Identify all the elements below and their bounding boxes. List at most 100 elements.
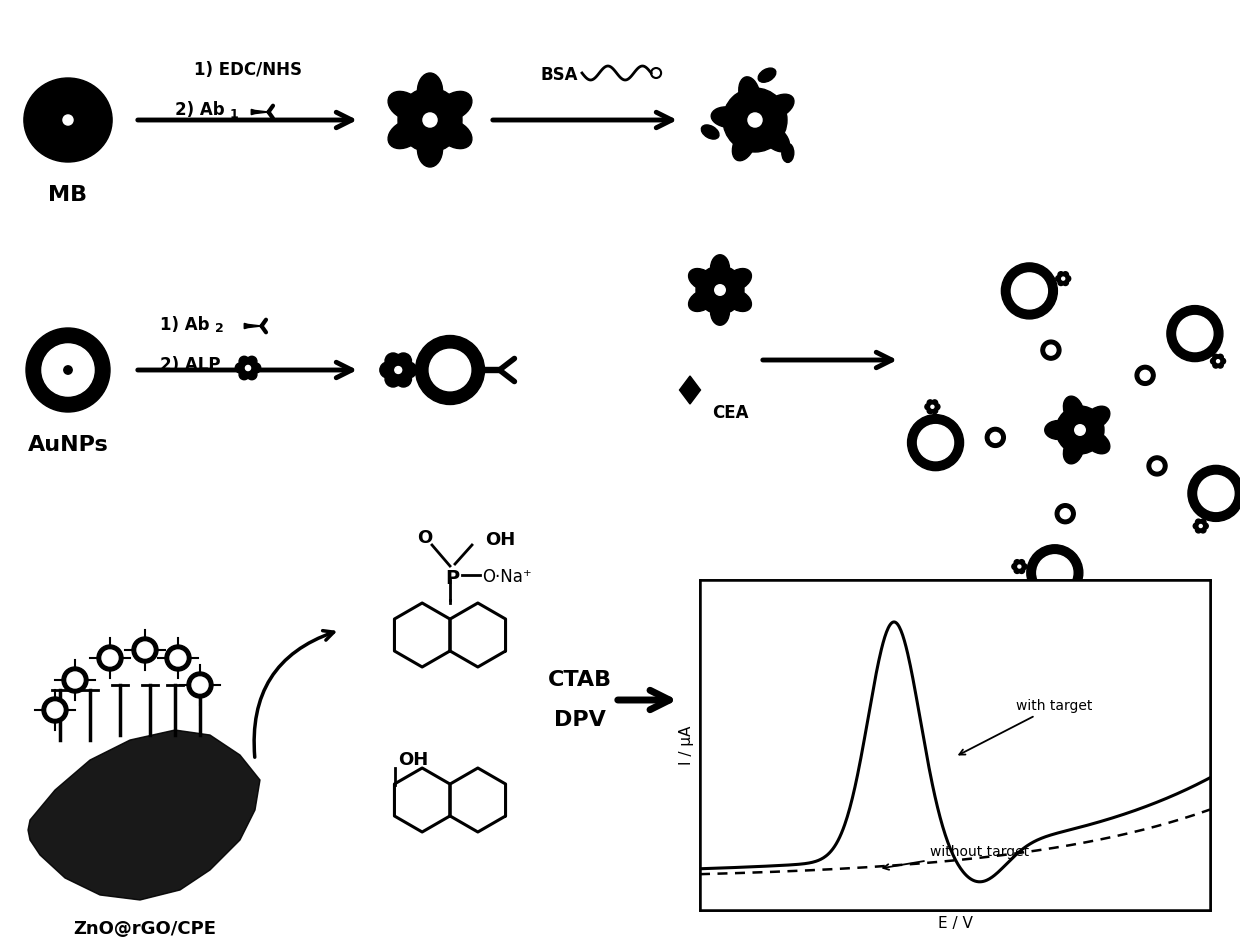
Circle shape	[1216, 359, 1220, 362]
Circle shape	[1012, 564, 1018, 570]
Circle shape	[1213, 355, 1219, 360]
Ellipse shape	[733, 129, 755, 161]
Circle shape	[1058, 280, 1064, 285]
Circle shape	[1140, 370, 1151, 380]
Circle shape	[379, 362, 396, 378]
Polygon shape	[29, 730, 260, 900]
Text: O: O	[418, 529, 433, 547]
Ellipse shape	[1085, 406, 1110, 428]
Circle shape	[928, 399, 934, 406]
Circle shape	[398, 88, 463, 152]
Text: MB: MB	[48, 185, 88, 205]
Circle shape	[246, 365, 250, 371]
Circle shape	[1135, 365, 1156, 385]
Circle shape	[67, 672, 83, 688]
Text: 2: 2	[215, 322, 223, 336]
Circle shape	[1200, 527, 1207, 533]
Circle shape	[1063, 280, 1069, 285]
Ellipse shape	[725, 268, 751, 290]
Ellipse shape	[758, 68, 776, 82]
Circle shape	[97, 645, 123, 671]
Text: DPV: DPV	[554, 710, 606, 730]
Ellipse shape	[388, 91, 422, 120]
Circle shape	[239, 370, 249, 379]
Circle shape	[396, 371, 412, 387]
Circle shape	[723, 88, 787, 152]
Ellipse shape	[388, 120, 422, 148]
Circle shape	[1016, 563, 1023, 570]
Ellipse shape	[761, 125, 790, 152]
Ellipse shape	[1064, 397, 1084, 423]
Circle shape	[931, 408, 937, 414]
FancyArrowPatch shape	[254, 631, 334, 757]
Circle shape	[931, 399, 937, 406]
Ellipse shape	[781, 144, 794, 163]
Circle shape	[47, 702, 63, 718]
Circle shape	[423, 113, 436, 127]
X-axis label: E / V: E / V	[937, 916, 972, 931]
Text: ZnO@rGO/CPE: ZnO@rGO/CPE	[73, 920, 217, 938]
Circle shape	[391, 362, 407, 378]
Circle shape	[165, 645, 191, 671]
Ellipse shape	[418, 130, 443, 167]
Text: 1) Ab: 1) Ab	[160, 316, 210, 334]
Text: CTAB: CTAB	[548, 670, 613, 690]
Ellipse shape	[438, 120, 472, 148]
Circle shape	[1018, 568, 1024, 573]
Circle shape	[696, 266, 744, 314]
Circle shape	[986, 427, 1006, 447]
Circle shape	[1210, 359, 1216, 364]
Circle shape	[1027, 545, 1083, 601]
Text: BSA: BSA	[539, 66, 578, 84]
Circle shape	[1188, 465, 1240, 521]
Ellipse shape	[711, 255, 729, 282]
Circle shape	[236, 363, 246, 373]
Circle shape	[42, 697, 68, 723]
Circle shape	[429, 349, 471, 391]
Circle shape	[386, 371, 401, 387]
Text: OH: OH	[398, 751, 428, 769]
Circle shape	[26, 328, 110, 412]
Text: 2) Ab: 2) Ab	[175, 101, 224, 119]
Circle shape	[62, 667, 88, 693]
Text: 1) EDC/NHS: 1) EDC/NHS	[193, 61, 303, 79]
Text: 1: 1	[229, 107, 239, 121]
Ellipse shape	[712, 107, 745, 127]
Circle shape	[1214, 358, 1221, 364]
Text: with target: with target	[960, 699, 1092, 754]
Circle shape	[250, 363, 260, 373]
Circle shape	[1060, 275, 1066, 282]
Circle shape	[192, 677, 208, 693]
Circle shape	[1055, 276, 1061, 281]
Y-axis label: I / μA: I / μA	[680, 726, 694, 765]
Circle shape	[1200, 519, 1207, 525]
Circle shape	[1056, 406, 1104, 454]
Circle shape	[239, 357, 249, 366]
Circle shape	[396, 353, 412, 369]
Circle shape	[929, 403, 936, 410]
Circle shape	[401, 362, 417, 378]
Circle shape	[1203, 523, 1208, 529]
Text: OH: OH	[485, 531, 516, 549]
Polygon shape	[252, 109, 269, 115]
Circle shape	[925, 404, 931, 410]
Circle shape	[714, 284, 725, 295]
Circle shape	[136, 642, 153, 658]
Circle shape	[415, 336, 485, 404]
Circle shape	[242, 362, 254, 374]
Ellipse shape	[763, 94, 794, 119]
Polygon shape	[680, 376, 701, 404]
Text: without target: without target	[883, 844, 1029, 870]
Circle shape	[394, 366, 402, 374]
Ellipse shape	[725, 290, 751, 312]
Circle shape	[1195, 527, 1202, 533]
Ellipse shape	[418, 73, 443, 109]
Circle shape	[1055, 504, 1075, 524]
Circle shape	[1218, 355, 1224, 360]
Text: CEA: CEA	[712, 404, 749, 422]
Circle shape	[1198, 476, 1234, 512]
Circle shape	[1061, 277, 1065, 281]
Text: O·Na⁺: O·Na⁺	[482, 568, 532, 586]
Circle shape	[1063, 272, 1069, 278]
Circle shape	[1195, 519, 1202, 525]
